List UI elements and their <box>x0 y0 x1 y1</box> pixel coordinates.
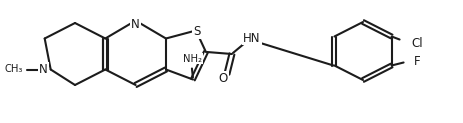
Text: HN: HN <box>243 31 261 45</box>
Text: N: N <box>131 17 140 31</box>
Text: NH₂: NH₂ <box>183 54 202 63</box>
Text: S: S <box>193 25 200 38</box>
Text: F: F <box>414 55 421 68</box>
Text: N: N <box>39 63 48 76</box>
Text: O: O <box>219 71 227 85</box>
Text: Cl: Cl <box>412 37 423 50</box>
Text: CH₃: CH₃ <box>5 63 23 74</box>
